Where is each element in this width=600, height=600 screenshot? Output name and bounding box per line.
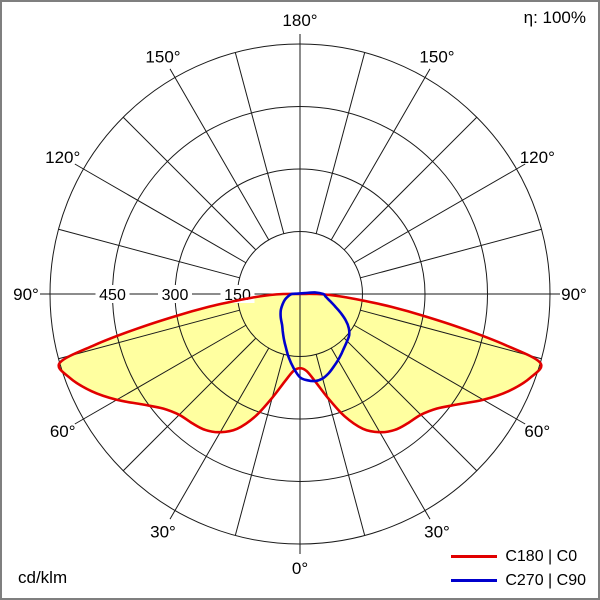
- legend-line-blue: [451, 579, 498, 582]
- c270-c90-curve: [279, 291, 351, 383]
- legend-label-c270-c90: C270 | C90: [505, 571, 586, 589]
- svg-text:150°: 150°: [419, 48, 454, 67]
- legend-item-c270-c90: C270 | C90: [451, 571, 586, 590]
- svg-text:120°: 120°: [45, 148, 80, 167]
- svg-text:450: 450: [99, 287, 126, 304]
- svg-text:120°: 120°: [520, 148, 555, 167]
- svg-text:30°: 30°: [150, 522, 176, 541]
- svg-text:90°: 90°: [13, 285, 39, 304]
- efficiency-label: η: 100%: [523, 8, 586, 27]
- svg-text:300: 300: [162, 287, 189, 304]
- svg-text:0°: 0°: [292, 559, 308, 578]
- svg-text:180°: 180°: [282, 11, 317, 30]
- svg-text:60°: 60°: [524, 422, 550, 441]
- polar-grid: [40, 34, 560, 554]
- svg-text:150°: 150°: [145, 48, 180, 67]
- angle-labels: 0° 30° 30° 60° 60° 90° 90° 120° 120° 150° 150° 180°: [13, 11, 587, 578]
- legend-line-red: [451, 555, 498, 558]
- legend: C180 | C0 C270 | C90: [451, 547, 586, 590]
- svg-text:60°: 60°: [50, 422, 76, 441]
- svg-text:30°: 30°: [424, 522, 450, 541]
- c180-c0-curve: [57, 292, 543, 434]
- unit-label: cd/klm: [18, 568, 68, 587]
- legend-label-c180-c0: C180 | C0: [505, 547, 578, 565]
- svg-text:90°: 90°: [561, 285, 587, 304]
- legend-item-c180-c0: C180 | C0: [451, 547, 586, 566]
